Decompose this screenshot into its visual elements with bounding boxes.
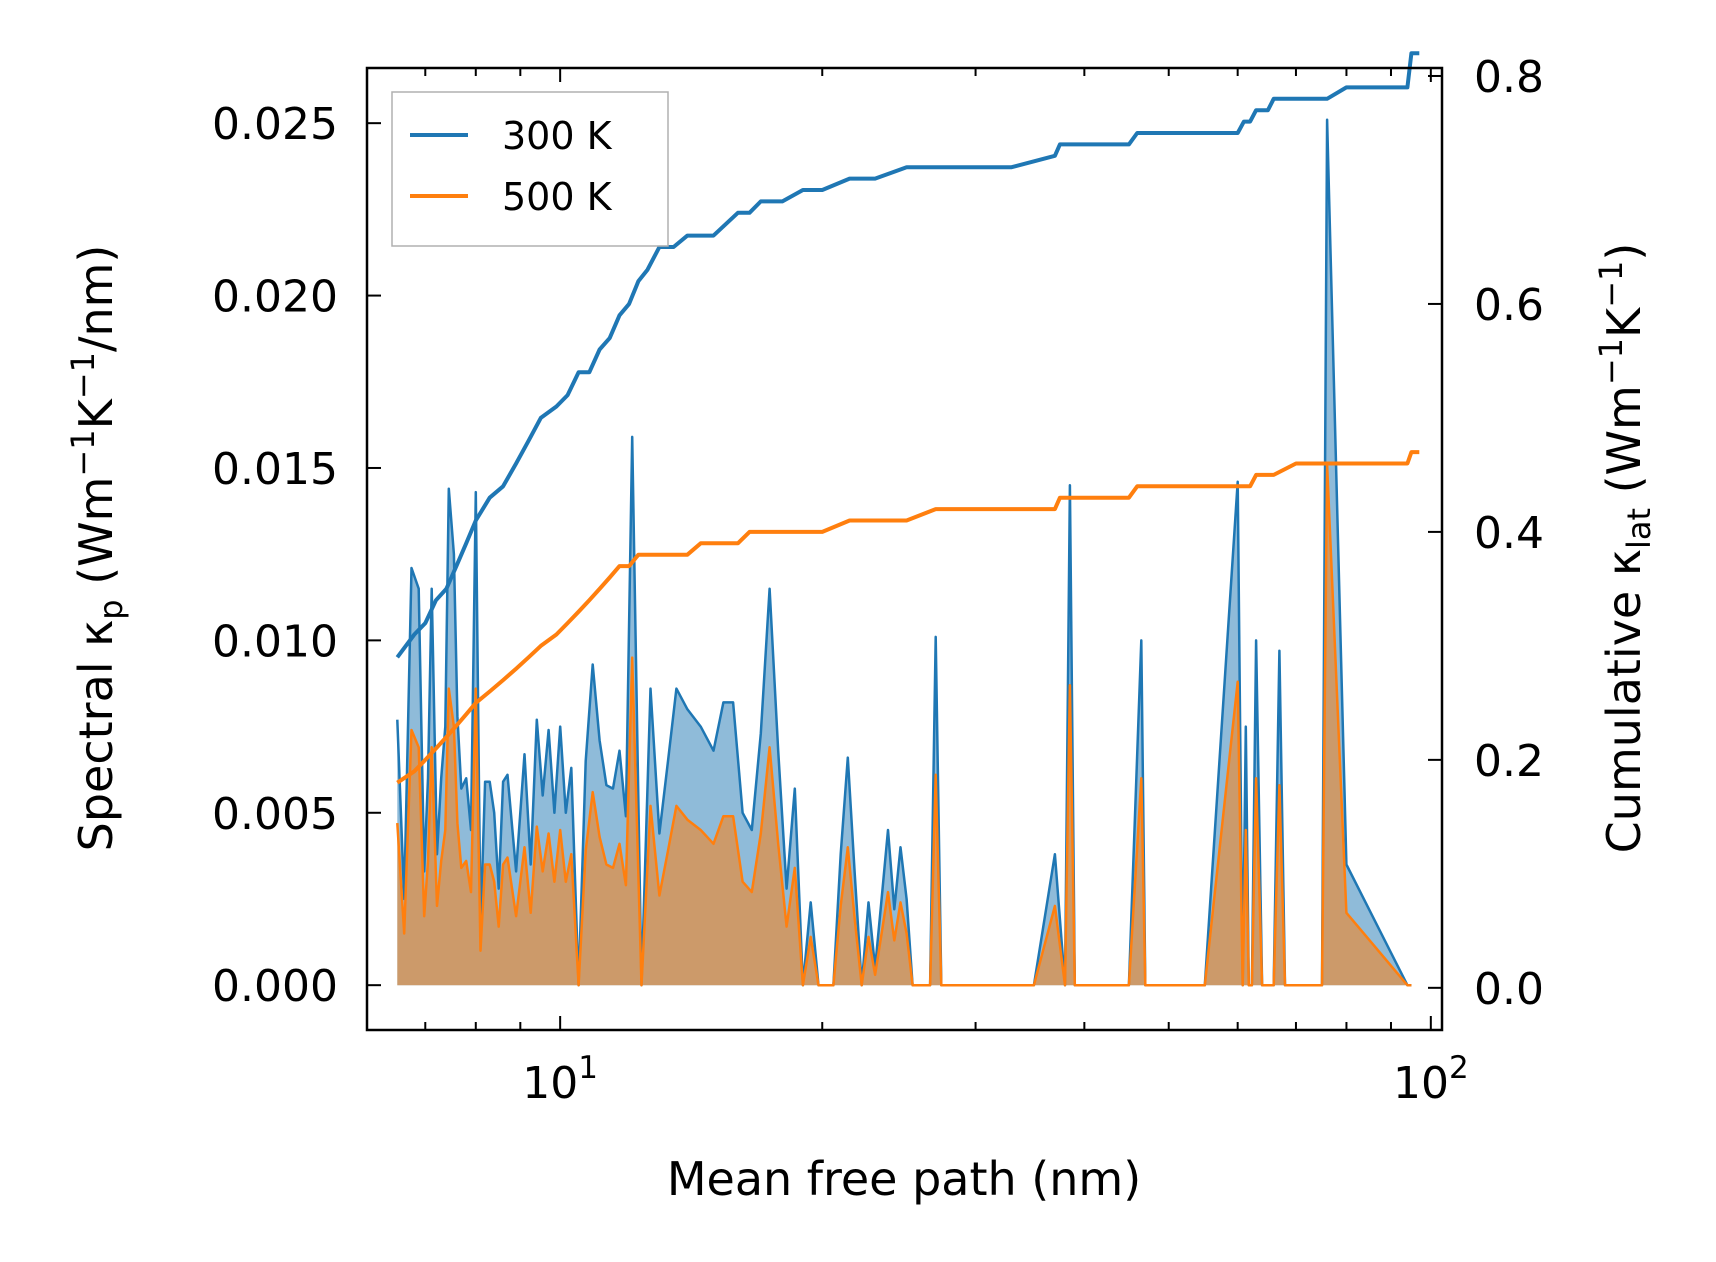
y-left-label-unit-a: (Wm [69, 477, 123, 600]
x-axis-ticks: 101 102 [366, 68, 1469, 1109]
cumulative-line-300k [395, 51, 1420, 659]
spectral-area-300k [397, 119, 1412, 986]
y-left-tick-label: 0.005 [212, 789, 338, 840]
y-right-tick-label: 0.8 [1474, 52, 1544, 103]
y-right-tick-label: 0.4 [1474, 508, 1544, 559]
plot-frame [365, 66, 1444, 1032]
spectral-area-500k [397, 464, 1412, 986]
axes [365, 66, 1444, 1032]
x-tick-label: 102 [1393, 1050, 1469, 1109]
y-right-tick-label: 0.6 [1474, 280, 1544, 331]
y-left-axis-label: Spectral κp (Wm−1K−1/nm) [64, 245, 130, 852]
y-right-axis-ticks: 0.0 0.2 0.4 0.6 0.8 [1428, 52, 1544, 1015]
legend: 300 K 500 K [391, 91, 669, 247]
y-left-tick-label: 0.015 [212, 444, 338, 495]
x-tick-label-base: 10 [522, 1058, 578, 1109]
y-right-label-unit-a: (Wm [1597, 385, 1651, 508]
y-right-tick-label: 0.0 [1474, 964, 1544, 1015]
y-right-label-prefix: Cumulative κ [1597, 549, 1651, 853]
y-left-label-sub: p [92, 599, 130, 619]
y-right-tick-label: 0.2 [1474, 736, 1544, 787]
spectral-line-500k [396, 463, 1412, 987]
y-right-label-unit-c: ) [1597, 243, 1651, 261]
legend-label-300k: 300 K [502, 114, 613, 158]
y-left-tick-label: 0.025 [212, 99, 338, 150]
y-left-tick-label: 0.010 [212, 616, 338, 667]
legend-label-500k: 500 K [502, 175, 613, 219]
x-tick-label-exp: 1 [578, 1050, 598, 1086]
x-tick-label-base: 10 [1393, 1058, 1449, 1109]
y-right-axis-label: Cumulative κlat (Wm−1K−1) [1592, 243, 1658, 854]
y-left-label-unit-c: /nm) [69, 245, 123, 352]
x-tick-label-exp: 2 [1449, 1050, 1469, 1086]
legend-box [391, 91, 669, 247]
spectral-line-300k [396, 118, 1412, 987]
x-tick-label: 101 [522, 1050, 598, 1109]
y-left-tick-label: 0.000 [212, 961, 338, 1012]
plot-area [395, 51, 1420, 987]
y-left-tick-label: 0.020 [212, 272, 338, 323]
y-left-label-sup2: −1 [64, 352, 102, 399]
y-left-axis-ticks: 0.000 0.005 0.010 0.015 0.020 0.025 [212, 99, 381, 1012]
y-right-label-unit-b: K [1597, 306, 1651, 338]
x-axis-label: Mean free path (nm) [667, 1152, 1141, 1206]
y-right-label-sup2: −1 [1592, 261, 1630, 308]
cumulative-line-500k [396, 450, 1420, 785]
y-right-label-sup1: −1 [1592, 338, 1630, 385]
y-left-label-unit-b: K [69, 397, 123, 429]
y-left-label-sup1: −1 [64, 429, 102, 476]
y-left-label-prefix: Spectral κ [69, 620, 123, 852]
y-right-label-sub: lat [1620, 508, 1658, 549]
